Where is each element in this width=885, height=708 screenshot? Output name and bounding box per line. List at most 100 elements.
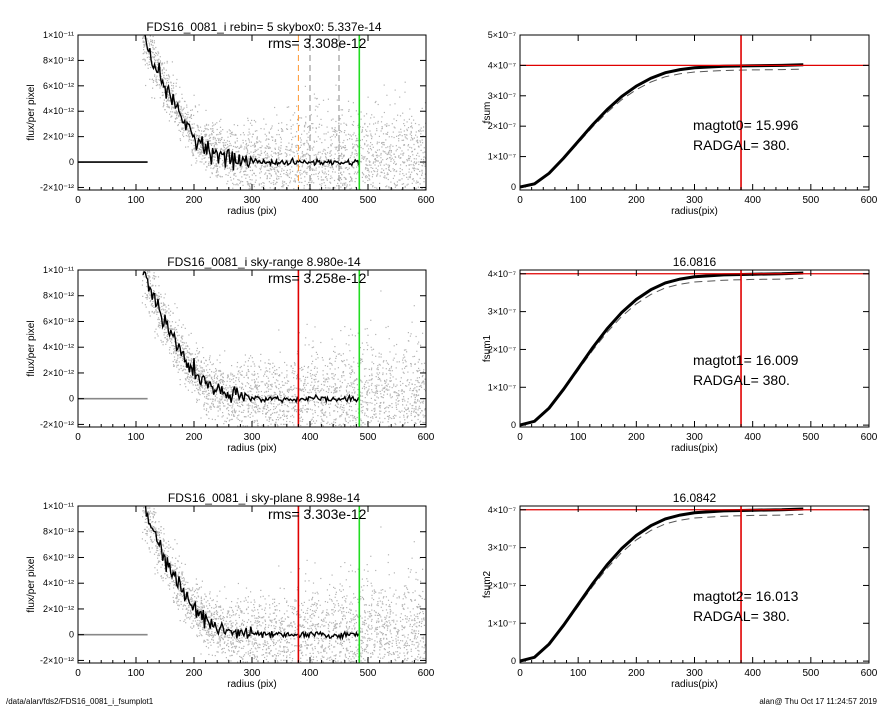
scatter-point (175, 321, 177, 323)
scatter-point (382, 372, 384, 374)
scatter-point (367, 168, 369, 170)
scatter-point (357, 332, 359, 334)
scatter-point (200, 373, 202, 375)
scatter-point (378, 141, 380, 143)
scatter-point (246, 153, 248, 155)
scatter-point (162, 302, 164, 304)
scatter-point (296, 400, 298, 402)
scatter-point (337, 163, 339, 165)
scatter-point (416, 141, 419, 144)
scatter-point (186, 106, 188, 108)
scatter-point (250, 365, 252, 367)
scatter-point (370, 346, 372, 348)
scatter-point (260, 147, 262, 149)
scatter-point (423, 369, 425, 371)
scatter-point (249, 390, 251, 392)
scatter-point (412, 154, 414, 156)
scatter-point (233, 375, 236, 377)
scatter-point (396, 184, 398, 186)
scatter-point (375, 154, 377, 157)
scatter-point (387, 421, 389, 423)
scatter-point (311, 409, 313, 411)
scatter-point (196, 350, 198, 352)
scatter-point (225, 142, 227, 144)
scatter-point (235, 175, 237, 177)
scatter-point (149, 271, 151, 273)
scatter-point (386, 94, 388, 96)
scatter-point (298, 147, 300, 149)
scatter-point (296, 131, 298, 133)
scatter-point (380, 157, 382, 159)
scatter-point (246, 145, 248, 147)
scatter-point (181, 359, 183, 361)
scatter-point (406, 351, 408, 353)
scatter-point (378, 372, 381, 374)
scatter-point (275, 385, 277, 387)
scatter-point (156, 305, 158, 308)
scatter-point (272, 182, 274, 184)
scatter-point (315, 173, 317, 175)
scatter-point (229, 378, 231, 380)
scatter-point (285, 155, 287, 158)
scatter-point (339, 423, 341, 426)
scatter-point (204, 142, 206, 144)
scatter-point (264, 150, 266, 152)
scatter-point (368, 368, 370, 370)
scatter-point (346, 139, 349, 141)
scatter-point (303, 185, 305, 187)
scatter-point (151, 302, 153, 305)
scatter-point (223, 161, 225, 164)
scatter-point (174, 345, 176, 348)
scatter-point (180, 105, 182, 108)
scatter-point (157, 62, 159, 64)
scatter-point (186, 372, 188, 374)
scatter-point (367, 344, 369, 346)
scatter-point (193, 148, 195, 150)
scatter-point (341, 153, 343, 155)
scatter-point (225, 384, 227, 386)
scatter-point (384, 407, 386, 410)
scatter-point (333, 389, 335, 391)
scatter-point (212, 162, 214, 164)
scatter-point (385, 368, 387, 370)
scatter-point (334, 146, 336, 148)
scatter-point (410, 139, 412, 141)
scatter-point (256, 398, 258, 400)
scatter-point (220, 378, 222, 381)
scatter-point (367, 152, 369, 154)
scatter-point (294, 370, 296, 373)
scatter-point (220, 370, 222, 372)
scatter-point (213, 156, 216, 158)
scatter-point (149, 280, 151, 282)
scatter-point (257, 394, 259, 396)
scatter-point (205, 384, 207, 387)
scatter-point (360, 359, 362, 362)
scatter-point (256, 141, 258, 143)
scatter-point (229, 133, 231, 135)
scatter-point (394, 103, 396, 105)
y-axis-label: flux/per pixel (26, 320, 37, 376)
scatter-point (321, 124, 323, 126)
scatter-point (254, 386, 256, 388)
scatter-point (200, 361, 202, 363)
scatter-point (250, 182, 252, 184)
scatter-point (236, 140, 238, 142)
scatter-point (187, 345, 189, 348)
scatter-point (242, 132, 244, 134)
scatter-point (351, 334, 353, 336)
scatter-point (315, 105, 317, 107)
scatter-point (368, 152, 370, 154)
scatter-point (220, 155, 222, 157)
scatter-point (274, 148, 276, 150)
scatter-point (212, 404, 214, 406)
scatter-point (355, 419, 357, 421)
scatter-point (300, 424, 302, 427)
scatter-point (382, 421, 384, 423)
scatter-point (278, 134, 280, 136)
scatter-point (153, 296, 155, 299)
scatter-point (149, 294, 151, 296)
scatter-point (195, 134, 197, 136)
scatter-point (144, 44, 146, 46)
scatter-point (287, 388, 289, 390)
scatter-point (356, 166, 358, 168)
